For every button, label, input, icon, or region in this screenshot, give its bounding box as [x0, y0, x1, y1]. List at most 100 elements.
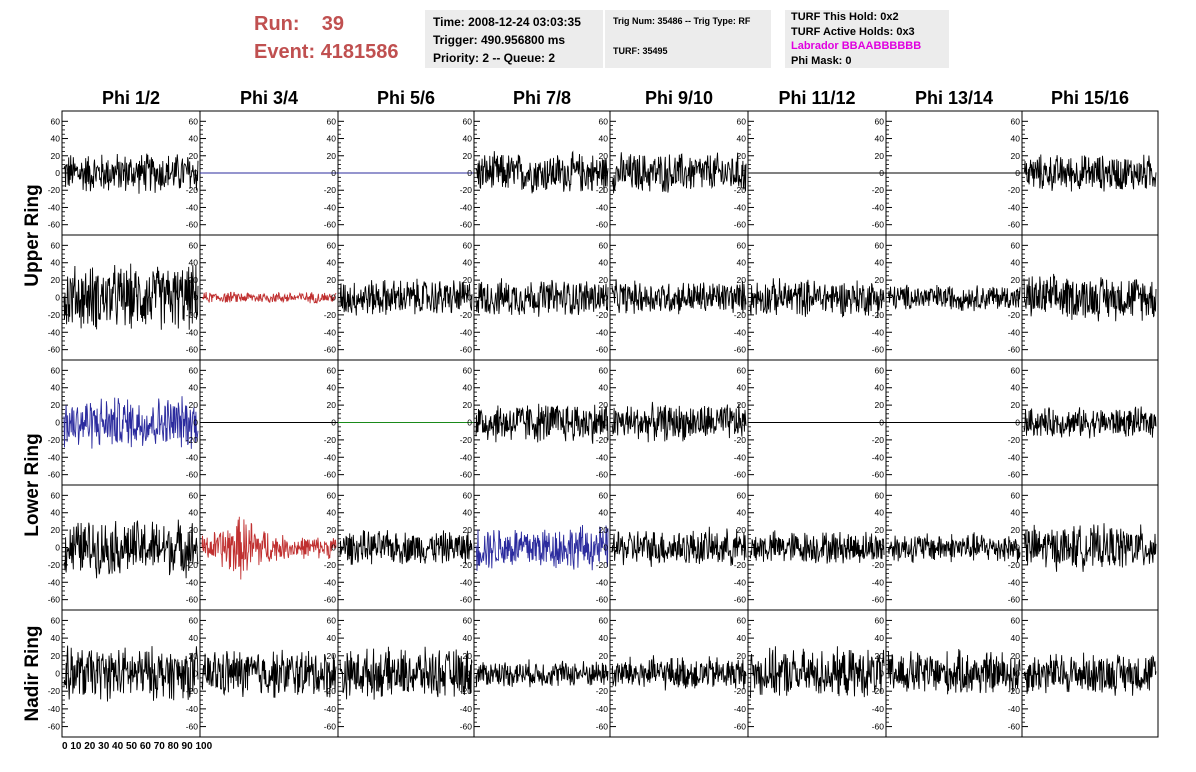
y-tick-label: 40 [189, 134, 199, 144]
y-tick-label: 40 [1011, 508, 1021, 518]
y-tick-label: -20 [596, 435, 609, 445]
y-tick-label: -20 [324, 560, 337, 570]
y-tick-label: 40 [189, 508, 199, 518]
y-tick-label: 20 [327, 275, 337, 285]
y-tick-label: 20 [875, 151, 885, 161]
y-tick-label: -60 [1008, 470, 1021, 480]
y-tick-label: 40 [463, 134, 473, 144]
y-tick-label: -60 [872, 722, 885, 732]
y-tick-label: 60 [51, 365, 61, 375]
y-tick-label: 40 [189, 633, 199, 643]
y-tick-label: 0 [55, 168, 60, 178]
y-tick-label: -40 [460, 327, 473, 337]
y-tick-label: -60 [872, 345, 885, 355]
y-tick-label: -40 [48, 202, 61, 212]
y-tick-label: 0 [331, 543, 336, 553]
y-tick-label: -20 [596, 686, 609, 696]
y-tick-label: 20 [463, 275, 473, 285]
waveform-trace [749, 646, 885, 699]
y-tick-label: 20 [51, 275, 61, 285]
y-tick-label: -20 [460, 435, 473, 445]
y-tick-label: 20 [463, 151, 473, 161]
priority-text: Priority: 2 -- Queue: 2 [433, 51, 556, 65]
y-tick-label: 0 [879, 293, 884, 303]
y-tick-label: -40 [734, 327, 747, 337]
y-tick-label: 60 [599, 490, 609, 500]
y-tick-label: -20 [48, 435, 61, 445]
y-tick-label: 40 [599, 383, 609, 393]
y-tick-label: -60 [48, 470, 61, 480]
y-tick-label: 0 [1015, 168, 1020, 178]
y-tick-label: 20 [463, 525, 473, 535]
y-tick-label: 20 [189, 275, 199, 285]
y-tick-label: -60 [460, 722, 473, 732]
turf-this-hold-text: TURF This Hold: 0x2 [791, 11, 899, 23]
y-tick-label: -60 [1008, 595, 1021, 605]
turf-text: TURF: 35495 [613, 46, 668, 56]
column-header: Phi 9/10 [645, 88, 713, 108]
y-tick-label: -60 [1008, 722, 1021, 732]
y-tick-label: 40 [599, 134, 609, 144]
y-tick-label: 40 [189, 383, 199, 393]
waveform-trace [475, 659, 609, 688]
y-tick-label: -60 [460, 470, 473, 480]
waveform-trace [611, 655, 747, 691]
y-tick-label: -40 [734, 704, 747, 714]
column-header: Phi 3/4 [240, 88, 298, 108]
y-tick-label: 60 [1011, 365, 1021, 375]
y-tick-label: 0 [55, 543, 60, 553]
y-tick-label: -40 [734, 577, 747, 587]
y-tick-label: 0 [741, 168, 746, 178]
y-tick-label: 20 [599, 275, 609, 285]
y-tick-label: 20 [327, 525, 337, 535]
y-tick-label: -20 [596, 310, 609, 320]
y-tick-label: -60 [596, 470, 609, 480]
y-tick-label: -20 [48, 185, 61, 195]
y-tick-label: 40 [327, 633, 337, 643]
y-tick-label: -40 [460, 202, 473, 212]
y-tick-label: -40 [48, 577, 61, 587]
waveform-trace [475, 278, 609, 317]
y-tick-label: -20 [186, 310, 199, 320]
y-tick-label: -40 [186, 202, 199, 212]
y-tick-label: 20 [327, 651, 337, 661]
y-tick-label: 0 [879, 418, 884, 428]
y-tick-label: 60 [463, 240, 473, 250]
y-tick-label: 60 [875, 365, 885, 375]
y-tick-label: -60 [324, 595, 337, 605]
y-tick-label: 60 [327, 365, 337, 375]
y-tick-label: 60 [1011, 615, 1021, 625]
waveform-trace [1023, 406, 1157, 439]
y-tick-label: 0 [603, 543, 608, 553]
y-tick-label: 60 [737, 116, 747, 126]
y-tick-label: 60 [51, 240, 61, 250]
y-tick-label: 20 [1011, 275, 1021, 285]
time-trigger-info-box: Time: 2008-12-24 03:03:35 Trigger: 490.9… [425, 10, 603, 68]
y-tick-label: -40 [186, 704, 199, 714]
y-tick-label: 0 [741, 293, 746, 303]
y-tick-label: 40 [463, 508, 473, 518]
y-tick-label: 60 [599, 240, 609, 250]
y-tick-label: -60 [324, 722, 337, 732]
y-tick-label: 40 [189, 258, 199, 268]
waveform-trace [63, 645, 199, 702]
y-tick-label: 20 [51, 151, 61, 161]
y-tick-label: -20 [872, 686, 885, 696]
y-tick-label: 0 [193, 293, 198, 303]
column-header: Phi 1/2 [102, 88, 160, 108]
waveform-trace [339, 530, 473, 565]
y-tick-label: 0 [1015, 293, 1020, 303]
waveform-trace [611, 152, 747, 194]
waveform-trace [63, 263, 199, 330]
y-tick-label: -40 [596, 452, 609, 462]
y-tick-label: -40 [872, 202, 885, 212]
y-tick-label: -40 [1008, 452, 1021, 462]
y-tick-label: -40 [1008, 327, 1021, 337]
waveform-trace [63, 396, 199, 449]
y-tick-label: 40 [327, 508, 337, 518]
trig-text: Trig Num: 35486 -- Trig Type: RF [613, 16, 751, 26]
y-tick-label: -20 [460, 560, 473, 570]
y-tick-label: -60 [1008, 220, 1021, 230]
waveform-trace [475, 524, 609, 571]
y-tick-label: -60 [734, 470, 747, 480]
